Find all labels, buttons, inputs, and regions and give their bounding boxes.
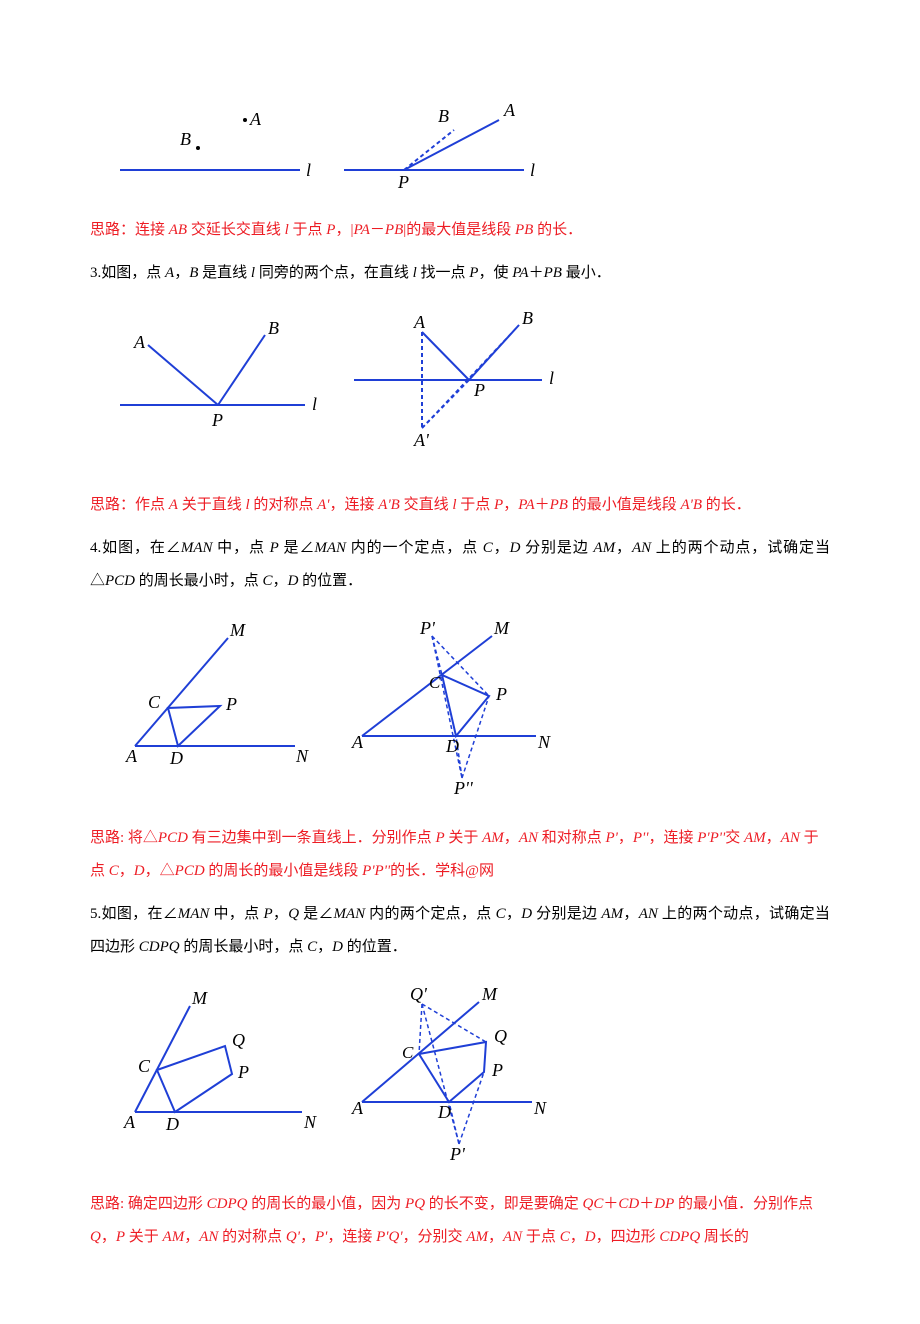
problem-4: 4.如图，在∠MAN 中，点 P 是∠MAN 内的一个定点，点 C，D 分别是边… (90, 532, 830, 598)
svg-text:A: A (351, 732, 364, 752)
svg-text:B: B (268, 318, 279, 338)
svg-text:M: M (229, 620, 246, 640)
svg-text:M: M (481, 984, 498, 1004)
svg-text:A: A (133, 332, 146, 352)
svg-text:D: D (445, 736, 459, 756)
think-3: 思路：作点 A 关于直线 l 的对称点 A'，连接 A'B 交直线 l 于点 P… (90, 489, 830, 522)
svg-text:A: A (413, 312, 426, 332)
svg-text:Q: Q (232, 1030, 245, 1050)
svg-text:N: N (295, 746, 309, 766)
svg-text:A': A' (413, 430, 430, 450)
fig5-left: A M N C D P Q (120, 984, 320, 1134)
svg-text:P: P (491, 1060, 503, 1080)
problem-5: 5.如图，在∠MAN 中，点 P，Q 是∠MAN 内的两个定点，点 C，D 分别… (90, 898, 830, 964)
svg-text:A: A (351, 1098, 364, 1118)
fig5-right: A M N C D P Q Q' P' (344, 984, 554, 1164)
fig2-left: B A l (120, 100, 320, 190)
svg-text:A: A (249, 109, 262, 129)
svg-text:N: N (533, 1098, 547, 1118)
svg-text:A: A (503, 100, 516, 120)
svg-text:N: N (537, 732, 551, 752)
svg-text:C: C (148, 692, 161, 712)
svg-text:C: C (429, 673, 441, 692)
problem-3: 3.如图，点 A，B 是直线 l 同旁的两个点，在直线 l 找一点 P，使 PA… (90, 257, 830, 290)
fig4-right: A M N C D P P' P'' (344, 618, 554, 798)
svg-text:C: C (138, 1056, 151, 1076)
think-2: 思路：连接 AB 交延长交直线 l 于点 P，|PA－PB|的最大值是线段 PB… (90, 214, 830, 247)
svg-text:l: l (306, 160, 311, 180)
svg-text:A: A (125, 746, 138, 766)
think-4: 思路: 将△PCD 有三边集中到一条直线上．分别作点 P 关于 AM，AN 和对… (90, 822, 830, 888)
svg-text:B: B (522, 310, 533, 328)
document-page: B A l A B P l 思路：连接 AB 交延长交直线 l 于点 P，|PA… (0, 0, 920, 1324)
fig3-right: A B P A' l (354, 310, 564, 465)
svg-text:P: P (473, 380, 485, 400)
svg-text:l: l (312, 394, 317, 414)
svg-text:B: B (438, 106, 449, 126)
svg-text:A: A (123, 1112, 136, 1132)
figure-4: A M N C D P A M N C D P P' P'' (120, 618, 830, 798)
svg-text:P: P (225, 694, 237, 714)
svg-text:C: C (402, 1043, 414, 1062)
svg-text:N: N (303, 1112, 317, 1132)
svg-text:P: P (495, 684, 507, 704)
fig3-left: A B P l (120, 310, 320, 440)
svg-text:Q: Q (494, 1026, 507, 1046)
figure-5: A M N C D P Q A M N C D P Q Q' P' (120, 984, 830, 1164)
svg-text:B: B (180, 129, 191, 149)
svg-text:Q': Q' (410, 984, 428, 1004)
fig4-left: A M N C D P (120, 618, 310, 768)
svg-text:P: P (237, 1062, 249, 1082)
svg-text:D: D (169, 748, 183, 768)
svg-text:P': P' (419, 618, 436, 638)
svg-text:l: l (549, 368, 554, 388)
svg-text:M: M (493, 618, 510, 638)
svg-text:D: D (165, 1114, 179, 1134)
svg-text:P: P (397, 172, 409, 190)
svg-text:l: l (530, 160, 535, 180)
svg-text:P'': P'' (453, 778, 474, 798)
think-5: 思路: 确定四边形 CDPQ 的周长的最小值，因为 PQ 的长不变，即是要确定 … (90, 1188, 830, 1254)
svg-text:D: D (437, 1102, 451, 1122)
svg-text:P': P' (449, 1144, 466, 1164)
figure-3: A B P l A B P A' l (120, 310, 830, 465)
figure-2: B A l A B P l (120, 100, 830, 190)
svg-text:M: M (191, 988, 208, 1008)
fig2-right: A B P l (344, 100, 544, 190)
svg-text:P: P (211, 410, 223, 430)
